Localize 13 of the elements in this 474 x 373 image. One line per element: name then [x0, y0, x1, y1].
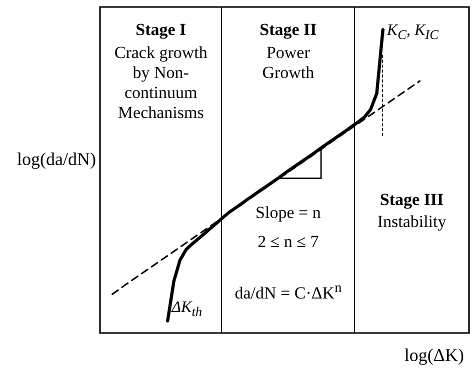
annotation: Crack growth by Non-continuum Mechanisms: [113, 42, 208, 123]
annotation: Stage II: [258, 20, 318, 40]
x-axis-title: log(ΔK): [404, 345, 464, 366]
annotation: Stage I: [134, 20, 188, 40]
annotation: ΔK$_{th}$: [172, 298, 202, 320]
y-axis-title: log(da/dN): [16, 148, 96, 170]
annotation: da/dN = C·ΔK$^{n}$: [234, 278, 343, 304]
annotation: Slope = n: [254, 202, 322, 223]
annotation: Power Growth: [261, 42, 316, 83]
annotation: Stage III: [378, 190, 445, 210]
annotation: 2 ≤ n ≤ 7: [256, 232, 320, 252]
annotation: K$_{C}$, K$_{IC}$: [386, 22, 438, 43]
annotation: Instability: [376, 212, 448, 232]
